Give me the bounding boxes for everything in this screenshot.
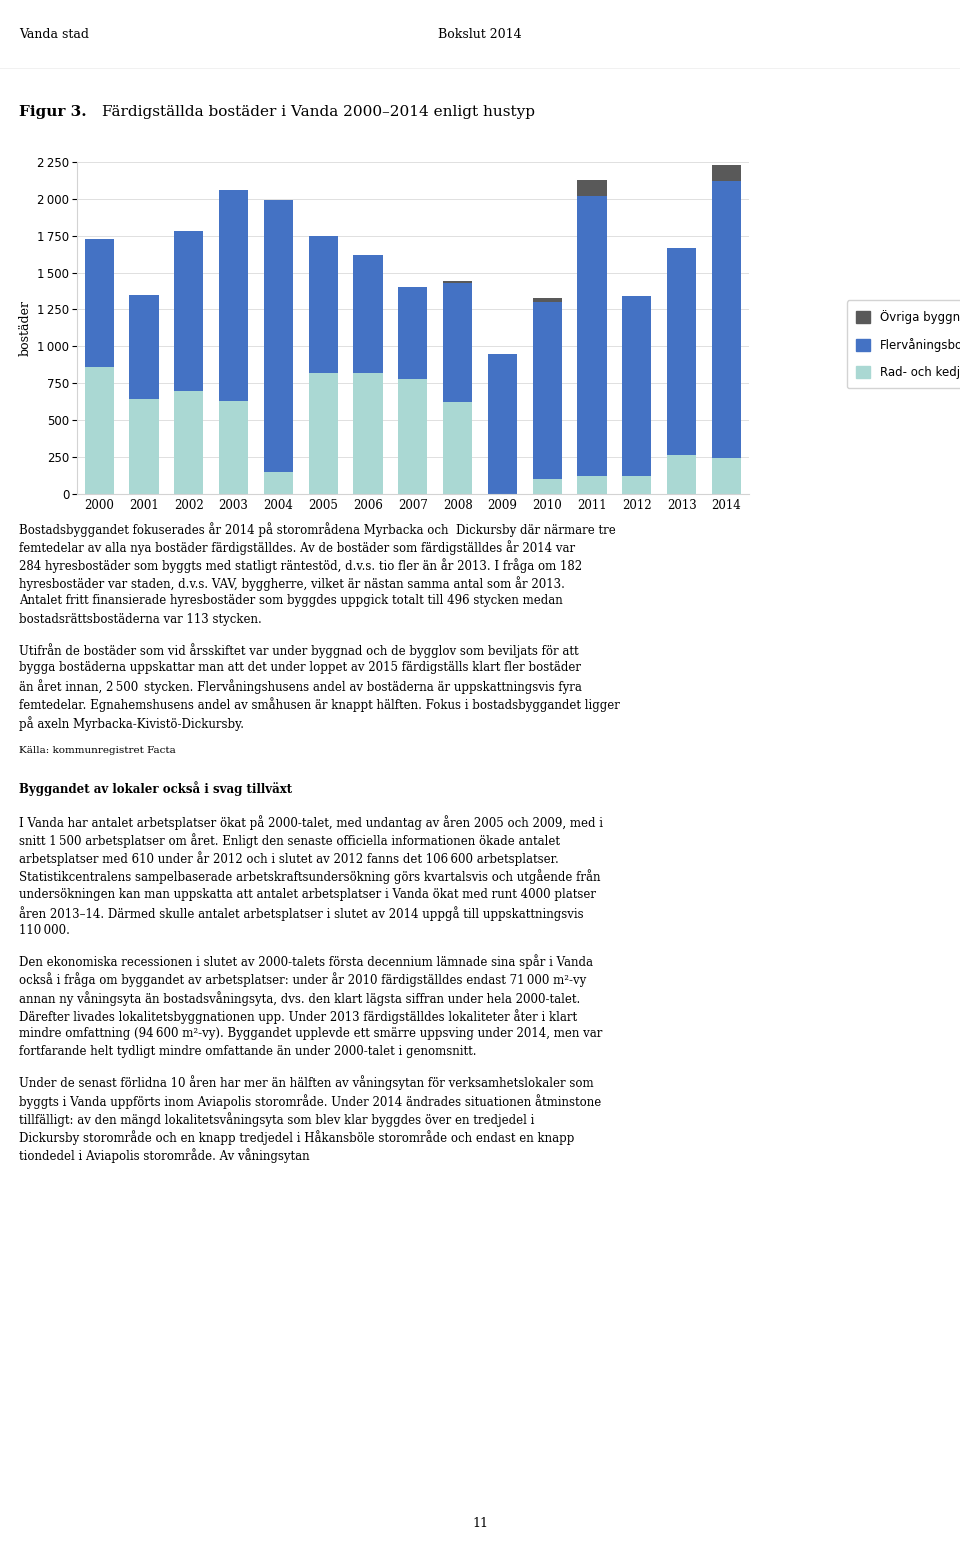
Text: också i fråga om byggandet av arbetsplatser: under år 2010 färdigställdes endast: också i fråga om byggandet av arbetsplat…: [19, 972, 587, 988]
Bar: [578, 477, 607, 494]
Text: Dickursby storområde och en knapp tredjedel i Håkansböle storområde och endast e: Dickursby storområde och en knapp tredje…: [19, 1129, 575, 1145]
Bar: [353, 255, 382, 373]
Bar: [353, 373, 382, 494]
Bar: [130, 400, 158, 494]
Text: Färdigställda bostäder i Vanda 2000–2014 enligt hustyp: Färdigställda bostäder i Vanda 2000–2014…: [102, 105, 535, 119]
Text: på axeln Myrbacka-Kivistö-Dickursby.: på axeln Myrbacka-Kivistö-Dickursby.: [19, 716, 244, 731]
Text: mindre omfattning (94 600 m²-vy). Byggandet upplevde ett smärre uppsving under 2: mindre omfattning (94 600 m²-vy). Byggan…: [19, 1028, 603, 1040]
Bar: [264, 472, 293, 494]
Text: fortfarande helt tydligt mindre omfattande än under 2000-talet i genomsnitt.: fortfarande helt tydligt mindre omfattan…: [19, 1045, 477, 1058]
Bar: [398, 287, 427, 378]
Text: bostadsrättsbostäderna var 113 stycken.: bostadsrättsbostäderna var 113 stycken.: [19, 613, 262, 625]
Bar: [219, 401, 248, 494]
Bar: [309, 373, 338, 494]
Bar: [711, 458, 741, 494]
Y-axis label: bostäder: bostäder: [18, 299, 32, 356]
Bar: [711, 181, 741, 458]
Text: undersökningen kan man uppskatta att antalet arbetsplatser i Vanda ökat med runt: undersökningen kan man uppskatta att ant…: [19, 887, 596, 901]
Bar: [533, 302, 562, 478]
Bar: [174, 231, 204, 390]
Text: 110 000.: 110 000.: [19, 924, 70, 937]
Text: Därefter livades lokalitetsbyggnationen upp. Under 2013 färdigställdes lokalitet: Därefter livades lokalitetsbyggnationen …: [19, 1009, 577, 1023]
Text: bygga bostäderna uppskattar man att det under loppet av 2015 färdigställs klart : bygga bostäderna uppskattar man att det …: [19, 660, 581, 674]
Legend: Övriga byggnader, Flervåningsbostadshus, Rad- och kedjehus: Övriga byggnader, Flervåningsbostadshus,…: [847, 301, 960, 389]
Bar: [667, 247, 696, 455]
Text: tiondedel i Aviapolis storområde. Av våningsytan: tiondedel i Aviapolis storområde. Av vån…: [19, 1148, 310, 1163]
Bar: [309, 236, 338, 373]
Text: Byggandet av lokaler också i svag tillväxt: Byggandet av lokaler också i svag tillvä…: [19, 781, 293, 796]
Text: annan ny våningsyta än bostadsvåningsyta, dvs. den klart lägsta siffran under he: annan ny våningsyta än bostadsvåningsyta…: [19, 991, 581, 1006]
Bar: [264, 201, 293, 472]
Text: Under de senast förlidna 10 åren har mer än hälften av våningsytan för verksamhe: Under de senast förlidna 10 åren har mer…: [19, 1075, 594, 1091]
Text: arbetsplatser med 610 under år 2012 och i slutet av 2012 fanns det 106 600 arbet: arbetsplatser med 610 under år 2012 och …: [19, 852, 559, 866]
Bar: [622, 477, 651, 494]
Bar: [667, 455, 696, 494]
Bar: [84, 239, 113, 367]
Text: Figur 3.: Figur 3.: [19, 105, 86, 119]
Text: Bokslut 2014: Bokslut 2014: [438, 28, 522, 42]
Bar: [488, 353, 516, 494]
Text: än året innan, 2 500 stycken. Flervåningshusens andel av bostäderna är uppskattn: än året innan, 2 500 stycken. Flervåning…: [19, 679, 582, 694]
Text: 284 hyresbostäder som byggts med statligt räntestöd, d.v.s. tio fler än år 2013.: 284 hyresbostäder som byggts med statlig…: [19, 559, 583, 572]
Bar: [443, 403, 472, 494]
Text: åren 2013–14. Därmed skulle antalet arbetsplatser i slutet av 2014 uppgå till up: åren 2013–14. Därmed skulle antalet arbe…: [19, 906, 584, 921]
Bar: [84, 367, 113, 494]
Text: Källa: kommunregistret Facta: Källa: kommunregistret Facta: [19, 747, 176, 755]
Bar: [219, 190, 248, 401]
Bar: [533, 298, 562, 302]
Text: tillfälligt: av den mängd lokalitetsvåningsyta som blev klar byggdes över en tre: tillfälligt: av den mängd lokalitetsvåni…: [19, 1113, 535, 1126]
Text: hyresbostäder var staden, d.v.s. VAV, byggherre, vilket är nästan samma antal so: hyresbostäder var staden, d.v.s. VAV, by…: [19, 576, 565, 591]
Text: Statistikcentralens sampelbaserade arbetskraftsundersökning görs kvartalsvis och: Statistikcentralens sampelbaserade arbet…: [19, 869, 601, 884]
Text: femtedelar. Egnahemshusens andel av småhusen är knappt hälften. Fokus i bostadsb: femtedelar. Egnahemshusens andel av småh…: [19, 697, 620, 713]
Text: Den ekonomiska recessionen i slutet av 2000-talets första decennium lämnade sina: Den ekonomiska recessionen i slutet av 2…: [19, 954, 593, 969]
Text: Bostadsbyggandet fokuserades år 2014 på storområdena Myrbacka och  Dickursby där: Bostadsbyggandet fokuserades år 2014 på …: [19, 522, 616, 537]
Text: Antalet fritt finansierade hyresbostäder som byggdes uppgick totalt till 496 sty: Antalet fritt finansierade hyresbostäder…: [19, 594, 563, 608]
Text: I Vanda har antalet arbetsplatser ökat på 2000-talet, med undantag av åren 2005 : I Vanda har antalet arbetsplatser ökat p…: [19, 815, 603, 830]
Bar: [174, 390, 204, 494]
Bar: [578, 179, 607, 196]
Text: Utifrån de bostäder som vid årsskiftet var under byggnad och de bygglov som bevi: Utifrån de bostäder som vid årsskiftet v…: [19, 643, 579, 657]
Bar: [533, 478, 562, 494]
Bar: [578, 196, 607, 477]
Text: Vanda stad: Vanda stad: [19, 28, 89, 42]
Text: byggts i Vanda uppförts inom Aviapolis storområde. Under 2014 ändrades situation: byggts i Vanda uppförts inom Aviapolis s…: [19, 1094, 602, 1108]
Text: femtedelar av alla nya bostäder färdigställdes. Av de bostäder som färdigställde: femtedelar av alla nya bostäder färdigst…: [19, 540, 575, 555]
Bar: [443, 282, 472, 403]
Text: 11: 11: [472, 1517, 488, 1531]
Bar: [398, 378, 427, 494]
Text: snitt 1 500 arbetsplatser om året. Enligt den senaste officiella informationen ö: snitt 1 500 arbetsplatser om året. Enlig…: [19, 833, 561, 847]
Bar: [622, 296, 651, 477]
Bar: [130, 295, 158, 400]
Bar: [711, 165, 741, 181]
